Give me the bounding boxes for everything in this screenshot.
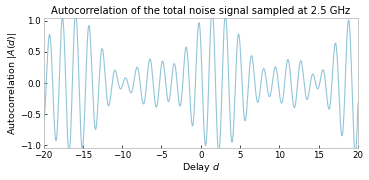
Title: Autocorrelation of the total noise signal sampled at 2.5 GHz: Autocorrelation of the total noise signa… (51, 6, 350, 15)
X-axis label: Delay $d$: Delay $d$ (182, 161, 220, 174)
Y-axis label: Autocorrelation $|A(d)|$: Autocorrelation $|A(d)|$ (6, 31, 18, 135)
